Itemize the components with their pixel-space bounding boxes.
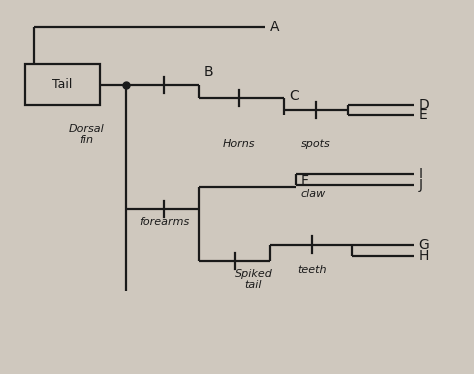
Text: E: E — [419, 108, 427, 122]
FancyBboxPatch shape — [25, 64, 100, 105]
Text: F: F — [301, 174, 309, 188]
Text: claw: claw — [301, 189, 326, 199]
Text: G: G — [419, 237, 429, 252]
Text: Dorsal
fin: Dorsal fin — [68, 124, 104, 145]
Text: forearms: forearms — [140, 217, 190, 227]
Text: J: J — [419, 178, 422, 192]
Text: I: I — [419, 167, 422, 181]
Text: Spiked
tail: Spiked tail — [235, 269, 273, 290]
Text: D: D — [419, 98, 429, 112]
Text: B: B — [204, 65, 214, 79]
Text: spots: spots — [301, 139, 331, 149]
Text: A: A — [270, 20, 280, 34]
Text: Horns: Horns — [223, 139, 255, 149]
Text: teeth: teeth — [298, 265, 327, 275]
Text: Tail: Tail — [53, 79, 73, 91]
Text: H: H — [419, 249, 429, 263]
Text: C: C — [289, 89, 299, 103]
